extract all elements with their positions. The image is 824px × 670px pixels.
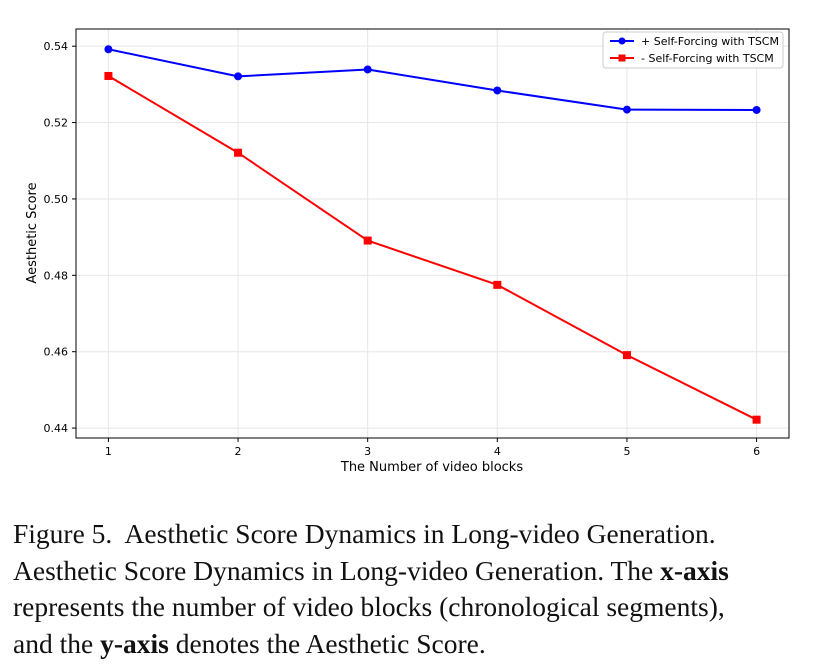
caption-line-2: Aesthetic Score Dynamics in Long-video G… — [13, 554, 661, 586]
caption-title: Aesthetic Score Dynamics in Long-video G… — [124, 518, 716, 549]
y-tick-label: 0.54 — [44, 40, 69, 53]
x-tick-label: 3 — [364, 445, 371, 458]
y-axis-label: Aesthetic Score — [25, 182, 40, 283]
y-tick-label: 0.50 — [44, 193, 69, 206]
data-point-without-tscm — [363, 236, 372, 245]
data-point-without-tscm — [104, 71, 113, 80]
data-point-with-tscm — [493, 86, 502, 95]
legend-label-red: - Self-Forcing with TSCM — [641, 52, 774, 65]
grid — [76, 29, 789, 438]
y-tick-label: 0.48 — [44, 269, 69, 282]
data-point-without-tscm — [234, 148, 243, 157]
y-tick-label: 0.52 — [44, 117, 69, 130]
plot-frame — [75, 28, 790, 439]
data-point-with-tscm — [104, 45, 113, 54]
data-point-with-tscm — [622, 105, 631, 114]
caption-y-axis-term: y-axis — [100, 627, 169, 659]
caption-line-4-end: denotes the Aesthetic Score. — [168, 627, 486, 659]
axis-ticks: 1 2 3 4 5 6 0.44 0.46 0.48 0.50 0.52 0.54 — [44, 40, 761, 458]
data-point-without-tscm — [622, 351, 631, 360]
x-tick-label: 5 — [623, 445, 630, 458]
x-tick-label: 1 — [105, 445, 112, 458]
x-axis-label: The Number of video blocks — [340, 460, 523, 475]
data-point-with-tscm — [234, 72, 243, 81]
series-line-without-tscm — [107, 75, 758, 421]
caption-line-4-start: and the — [13, 627, 101, 659]
x-tick-label: 4 — [494, 445, 501, 458]
legend-marker-red — [618, 54, 626, 62]
legend-label-blue: + Self-Forcing with TSCM — [641, 35, 779, 48]
y-tick-label: 0.44 — [44, 422, 69, 435]
figure-caption: Figure 5. Aesthetic Score Dynamics in Lo… — [13, 516, 813, 662]
line-chart: 1 2 3 4 5 6 0.44 0.46 0.48 0.50 0.52 0.54 The Numbe… — [25, 28, 790, 475]
x-tick-label: 6 — [753, 445, 760, 458]
x-tick-label: 2 — [235, 445, 242, 458]
y-tick-label: 0.46 — [44, 346, 69, 359]
data-point-with-tscm — [752, 105, 761, 114]
caption-line-3: represents the number of video blocks (c… — [13, 591, 725, 622]
series — [104, 45, 761, 424]
caption-x-axis-term: x-axis — [660, 554, 729, 586]
data-point-without-tscm — [752, 415, 761, 424]
legend-box — [602, 31, 784, 69]
legend: + Self-Forcing with TSCM - Self-Forcing … — [602, 31, 784, 69]
caption-label: Figure 5. — [13, 518, 113, 549]
legend-marker-blue — [618, 37, 626, 45]
data-point-without-tscm — [493, 280, 502, 289]
series-line-with-tscm — [108, 48, 757, 111]
data-point-with-tscm — [363, 65, 372, 74]
